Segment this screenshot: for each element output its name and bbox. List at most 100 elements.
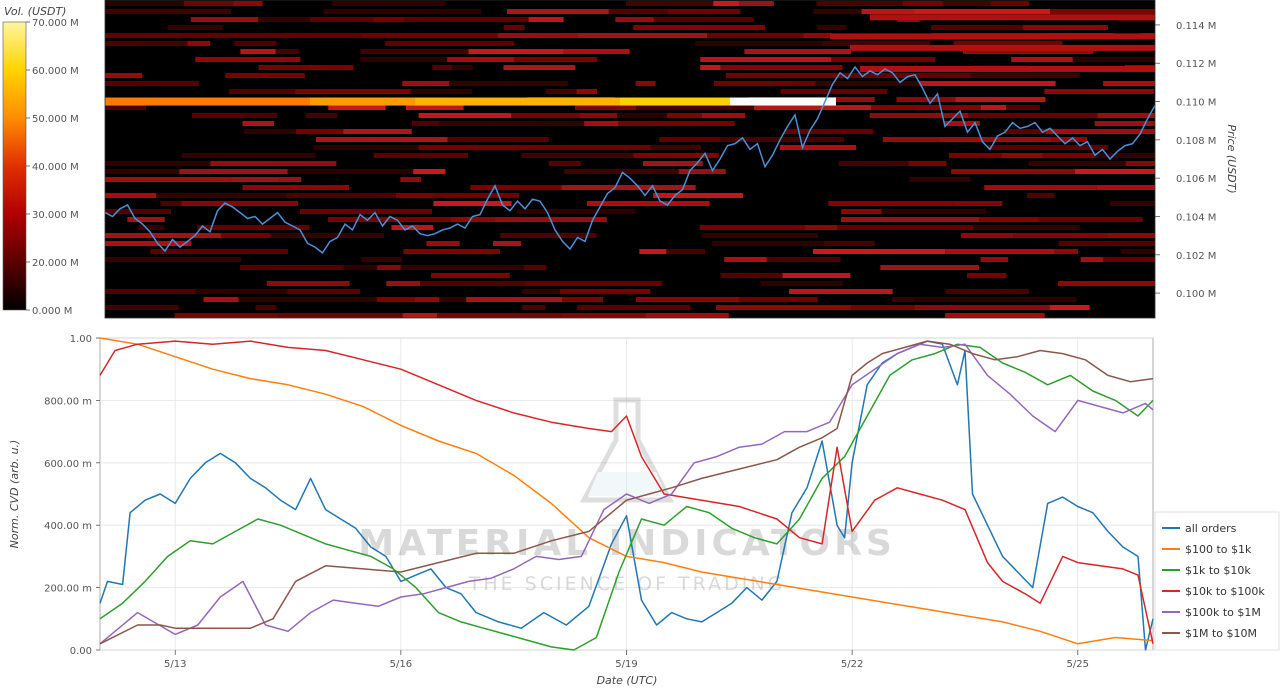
- price-axis: 0.114 M 0.112 M 0.110 M 0.108 M 0.106 M 0.104…: [1155, 21, 1216, 300]
- liquidity-cell: [377, 265, 401, 270]
- liquidity-cell: [633, 25, 765, 30]
- liquidity-cell: [782, 273, 851, 278]
- liquidity-cell: [105, 105, 147, 110]
- liquidity-cell: [1107, 233, 1155, 238]
- liquidity-cell: [1046, 129, 1155, 134]
- liquidity-cell: [447, 137, 549, 142]
- legend-label: $1k to $10k: [1185, 564, 1251, 577]
- liquidity-cell: [841, 209, 882, 214]
- liquidity-cell: [521, 305, 546, 310]
- liquidity-cell: [943, 121, 980, 126]
- liquidity-cell: [653, 17, 754, 22]
- liquidity-cell: [1151, 121, 1155, 126]
- liquidity-cell: [793, 81, 816, 86]
- liquidity-cell: [343, 129, 412, 134]
- watermark-title: MATERIAL INDICATORS: [358, 523, 896, 564]
- liquidity-cell: [266, 281, 350, 286]
- liquidity-cell: [105, 193, 157, 198]
- liquidity-cell: [584, 121, 619, 126]
- liquidity-cell: [1102, 257, 1155, 262]
- liquidity-cell: [433, 201, 512, 206]
- legend: all orders $100 to $1k $1k to $10k $10k to …: [1154, 511, 1280, 651]
- legend-label: $100k to $1M: [1185, 606, 1261, 619]
- liquidity-cell: [450, 217, 495, 222]
- liquidity-cell: [909, 177, 971, 182]
- liquidity-cell: [232, 33, 362, 38]
- liquidity-cell: [528, 17, 564, 22]
- liquidity-cell: [955, 97, 1046, 102]
- liquidity-cell: [1097, 113, 1155, 118]
- liquidity-cell: [327, 217, 451, 222]
- liquidity-cell: [361, 257, 402, 262]
- liquidity-cell: [376, 297, 415, 302]
- liquidity-cell: [980, 105, 1007, 110]
- liquidity-cell: [701, 113, 746, 118]
- liquidity-cell: [720, 137, 845, 142]
- liquidity-cell: [418, 145, 532, 150]
- liquidity-cell: [1031, 297, 1077, 302]
- liquidity-cell: [817, 25, 847, 30]
- liquidity-cell: [105, 289, 196, 294]
- liquidity-cell: [105, 9, 232, 14]
- liquidity-cell: [402, 313, 438, 318]
- price-tick-label: 0.112 M: [1176, 59, 1216, 70]
- legend-label: all orders: [1185, 522, 1237, 535]
- liquidity-cell: [700, 57, 832, 62]
- liquidity-cell: [725, 73, 845, 78]
- liquidity-cell: [400, 265, 524, 270]
- liquidity-cell: [678, 169, 726, 174]
- liquidity-cell: [905, 57, 936, 62]
- liquidity-cell: [385, 41, 515, 46]
- liquidity-cell: [156, 193, 287, 198]
- liquidity-cell: [1103, 81, 1155, 86]
- liquidity-cell: [882, 137, 939, 142]
- liquidity-cell: [979, 217, 1039, 222]
- liquidity-cell: [220, 233, 271, 238]
- liquidity-cell: [160, 201, 182, 206]
- legend-box: [1154, 511, 1280, 651]
- liquidity-cell: [210, 161, 337, 166]
- colorbar-tick-label: 30.000 M: [32, 210, 79, 221]
- liquidity-cell: [617, 113, 667, 118]
- liquidity-cell: [431, 273, 510, 278]
- liquidity-cell: [231, 177, 280, 182]
- liquidity-cell: [105, 209, 172, 214]
- liquidity-band: [860, 65, 1155, 72]
- liquidity-cell: [783, 129, 874, 134]
- heatmap-panel: 0.114 M 0.112 M 0.110 M 0.108 M 0.106 M 0.104…: [104, 0, 1238, 319]
- legend-label: $1M to $10M: [1185, 627, 1257, 640]
- liquidity-cell: [1080, 257, 1103, 262]
- liquidity-cell: [659, 137, 721, 142]
- liquidity-cell: [105, 1, 184, 6]
- liquidity-cell: [869, 113, 969, 118]
- liquidity-cell: [468, 49, 564, 54]
- price-tick-label: 0.108 M: [1176, 136, 1216, 147]
- liquidity-cell: [295, 89, 411, 94]
- liquidity-cell: [949, 153, 1002, 158]
- liquidity-cell: [493, 81, 568, 86]
- liquidity-cell: [242, 121, 274, 126]
- liquidity-cell: [523, 265, 547, 270]
- liquidity-cell: [739, 297, 818, 302]
- liquidity-cell: [720, 273, 783, 278]
- liquidity-cell: [470, 185, 562, 190]
- liquidity-cell: [1096, 185, 1155, 190]
- liquidity-cell: [449, 81, 494, 86]
- legend-label: $100 to $1k: [1185, 543, 1252, 556]
- liquidity-cell: [391, 225, 434, 230]
- liquidity-cell: [970, 73, 1080, 78]
- liquidity-band: [870, 14, 1155, 21]
- liquidity-cell: [804, 225, 838, 230]
- price-tick-label: 0.104 M: [1176, 212, 1216, 223]
- liquidity-cell: [433, 193, 520, 198]
- colorbar-scale: [2, 21, 27, 311]
- liquidity-cell: [500, 233, 597, 238]
- liquidity-cell: [881, 209, 987, 214]
- colorbar-tick-label: 70.000 M: [32, 18, 79, 29]
- liquidity-cell: [896, 97, 956, 102]
- cvd-y-tick-label: 1.00: [70, 334, 92, 345]
- liquidity-cell: [645, 313, 729, 318]
- liquidity-cell: [968, 113, 1098, 118]
- liquidity-cell: [279, 177, 302, 182]
- liquidity-cell: [850, 305, 915, 310]
